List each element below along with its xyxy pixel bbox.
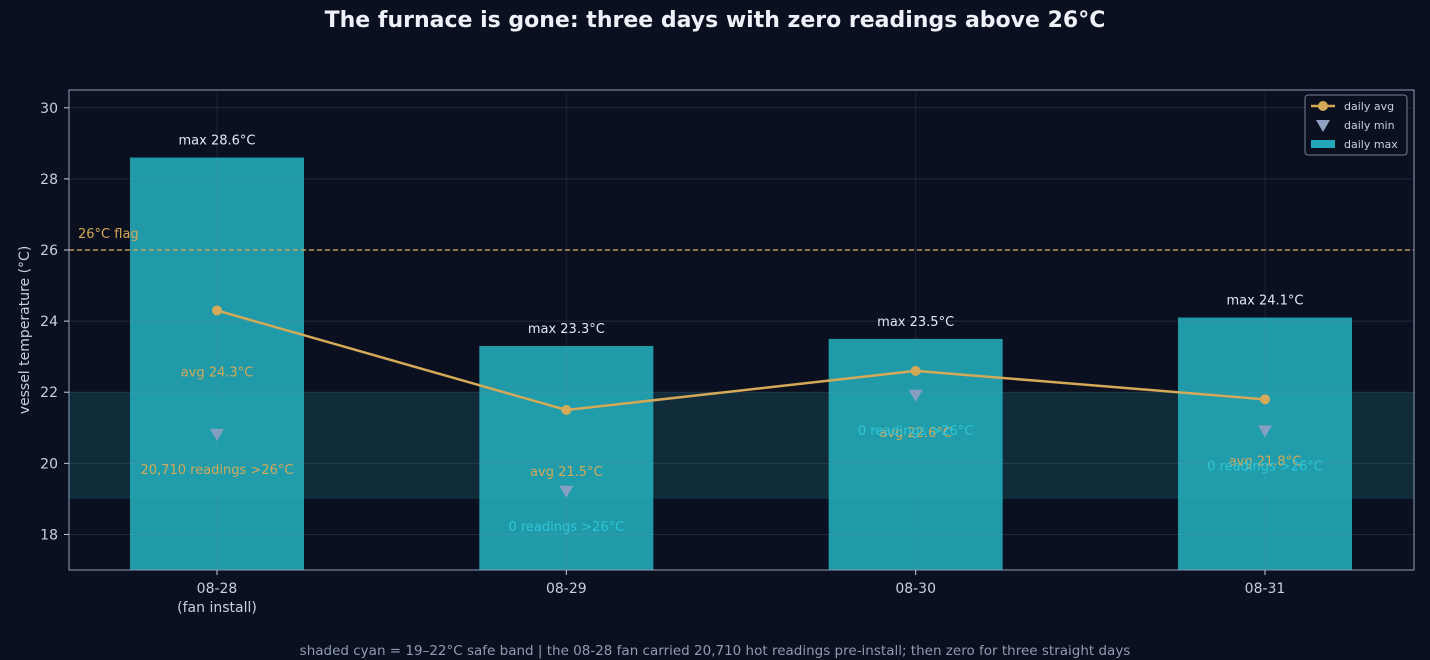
avg-label: avg 21.8°C — [1229, 454, 1302, 469]
avg-point — [212, 305, 222, 316]
min-marker — [908, 389, 923, 402]
avg-label: avg 22.6°C — [879, 426, 952, 441]
bar-daily-max — [1178, 317, 1352, 570]
y-tick-label: 30 — [40, 101, 58, 117]
count-label: 20,710 readings >26°C — [141, 463, 294, 478]
bar-daily-max — [130, 157, 304, 571]
bar-label: max 23.5°C — [877, 315, 954, 330]
count-label: 0 readings >26°C — [858, 424, 974, 439]
chart-footnote: shaded cyan = 19–22°C safe band | the 08… — [299, 643, 1131, 659]
legend-avg-marker — [1318, 101, 1328, 111]
x-tick-label: 08-28 — [197, 581, 238, 597]
avg-label: avg 24.3°C — [181, 365, 254, 380]
legend-label: daily max — [1344, 138, 1398, 151]
legend-min-swatch — [1316, 120, 1330, 132]
y-tick-label: 28 — [40, 172, 58, 188]
y-tick-label: 26 — [40, 243, 58, 259]
legend-max-swatch — [1311, 140, 1335, 148]
flag-label: 26°C flag — [78, 227, 139, 242]
avg-label: avg 21.5°C — [530, 465, 603, 480]
count-label: 0 readings >26°C — [1207, 459, 1323, 474]
min-marker — [559, 485, 574, 498]
avg-point — [1260, 394, 1270, 405]
avg-point — [561, 405, 572, 415]
y-tick-label: 18 — [40, 527, 58, 543]
y-tick-label: 24 — [40, 314, 58, 330]
bar-label: max 24.1°C — [1227, 294, 1304, 309]
plot-frame — [68, 89, 1415, 571]
count-label: 0 readings >26°C — [508, 520, 624, 535]
avg-line — [216, 309, 1266, 412]
x-tick-label: 08-29 — [546, 581, 587, 597]
x-tick-label: 08-31 — [1245, 581, 1286, 597]
x-tick-sublabel: (fan install) — [177, 600, 257, 616]
y-axis-label: vessel temperature (°C) — [17, 246, 33, 415]
legend-label: daily min — [1344, 119, 1395, 132]
legend-label: daily avg — [1344, 100, 1394, 113]
avg-point — [910, 365, 921, 376]
y-tick-label: 20 — [40, 456, 58, 472]
y-tick-label: 22 — [40, 385, 58, 401]
chart-title: The furnace is gone: three days with zer… — [324, 8, 1106, 33]
min-marker — [210, 428, 224, 441]
x-tick-label: 08-30 — [895, 581, 936, 597]
min-marker — [1258, 425, 1272, 438]
bar-label: max 28.6°C — [179, 134, 256, 149]
bar-daily-max — [479, 346, 654, 570]
bar-label: max 23.3°C — [528, 322, 605, 337]
